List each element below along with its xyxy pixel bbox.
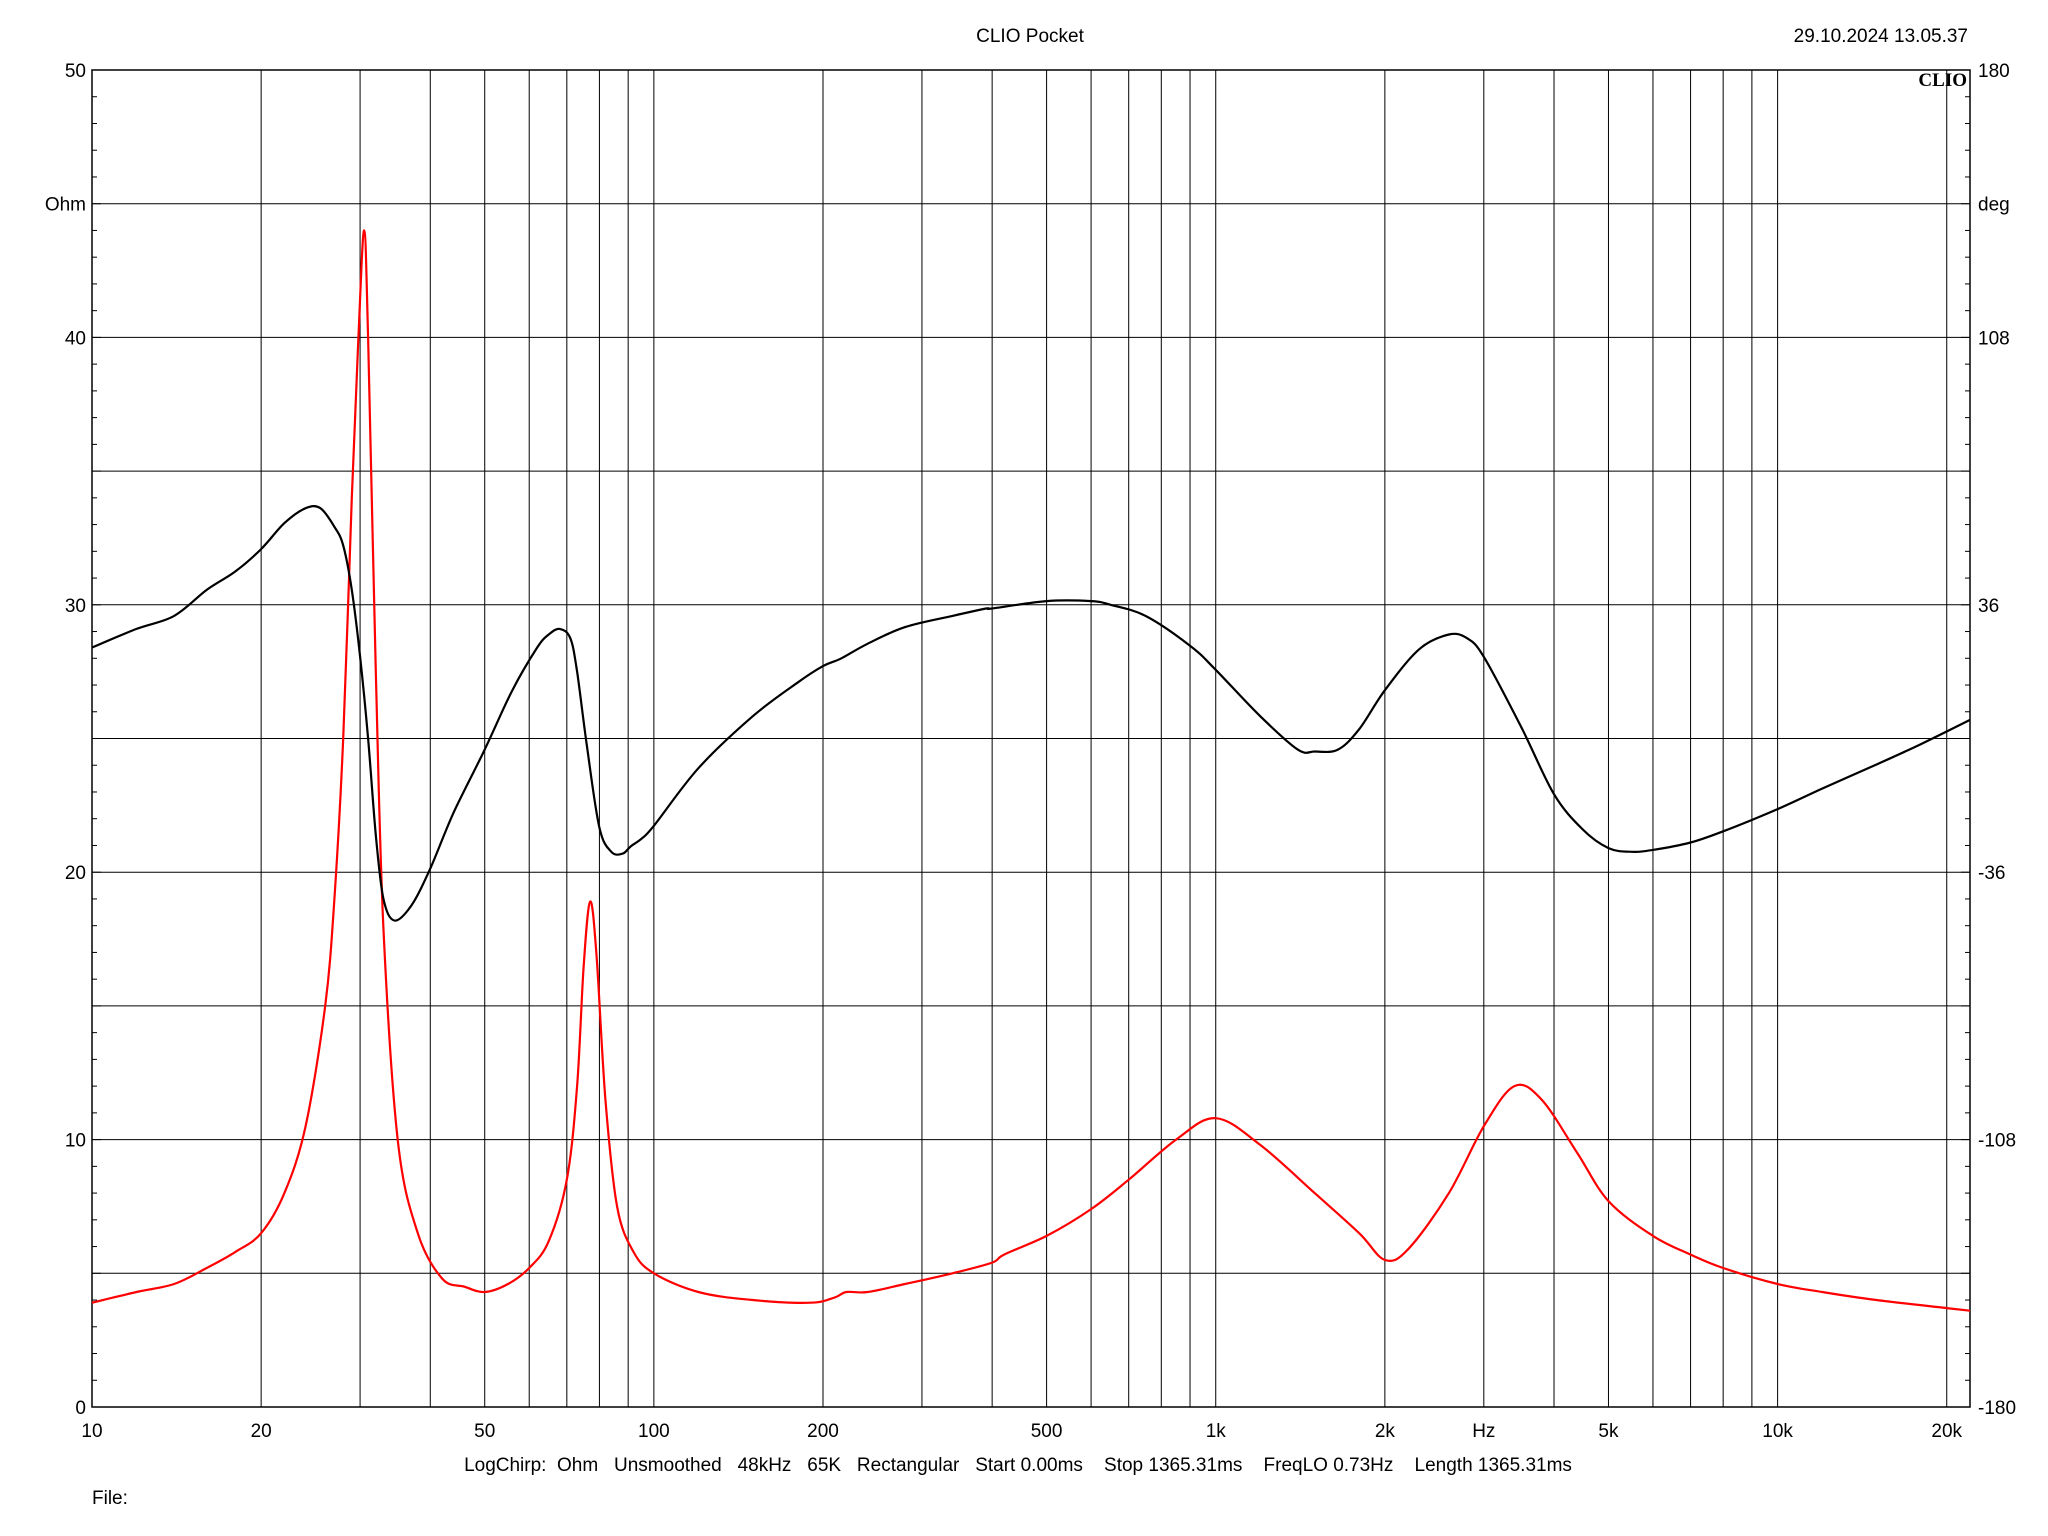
y-tick-label: 0 xyxy=(75,1398,86,1419)
y2-tick-label: -180 xyxy=(1978,1398,2016,1419)
x-tick-label: 20k xyxy=(1931,1421,1962,1442)
y2-tick-label: -36 xyxy=(1978,863,2005,884)
x-tick-label: 10k xyxy=(1762,1421,1793,1442)
y2-tick-label: 36 xyxy=(1978,596,1999,617)
y-tick-label: 30 xyxy=(65,596,86,617)
x-tick-label: 500 xyxy=(1031,1421,1063,1442)
y-tick-label: 20 xyxy=(65,863,86,884)
grid xyxy=(92,70,1970,1407)
clio-logo: CLIO xyxy=(1918,70,1967,91)
file-label: File: xyxy=(92,1488,128,1509)
impedance-curve xyxy=(91,229,1971,1312)
y-tick-label: 40 xyxy=(65,328,86,349)
x-tick-label: 20 xyxy=(251,1421,272,1442)
x-tick-label: 5k xyxy=(1598,1421,1619,1442)
axis-labels: 10 20 50 100 200 500 1k 2k 5k 10k 20kHz01020304050… xyxy=(45,61,2016,1442)
chart-title: CLIO Pocket xyxy=(976,26,1084,47)
y-tick-label: 10 xyxy=(65,1131,86,1152)
x-tick-label: 200 xyxy=(807,1421,839,1442)
timestamp: 29.10.2024 13.05.37 xyxy=(1794,26,1968,47)
x-tick-label: 50 xyxy=(474,1421,495,1442)
x-axis-label: Hz xyxy=(1472,1421,1495,1442)
y2-tick-label: 108 xyxy=(1978,328,2010,349)
axis-ticks xyxy=(92,69,1970,1408)
x-tick-label: 1k xyxy=(1206,1421,1227,1442)
y2-axis-label: deg xyxy=(1978,195,2010,216)
phase-curve xyxy=(91,505,1971,922)
x-tick-label: 2k xyxy=(1375,1421,1396,1442)
y2-tick-label: -108 xyxy=(1978,1131,2016,1152)
y-tick-label: 50 xyxy=(65,61,86,82)
data-curves xyxy=(91,229,1971,1312)
y2-tick-label: 180 xyxy=(1978,61,2010,82)
y-axis-label: Ohm xyxy=(45,195,86,216)
measurement-info: LogChirp: Ohm Unsmoothed 48kHz 65K Recta… xyxy=(464,1455,1572,1476)
x-tick-label: 100 xyxy=(638,1421,670,1442)
x-tick-label: 10 xyxy=(81,1421,102,1442)
